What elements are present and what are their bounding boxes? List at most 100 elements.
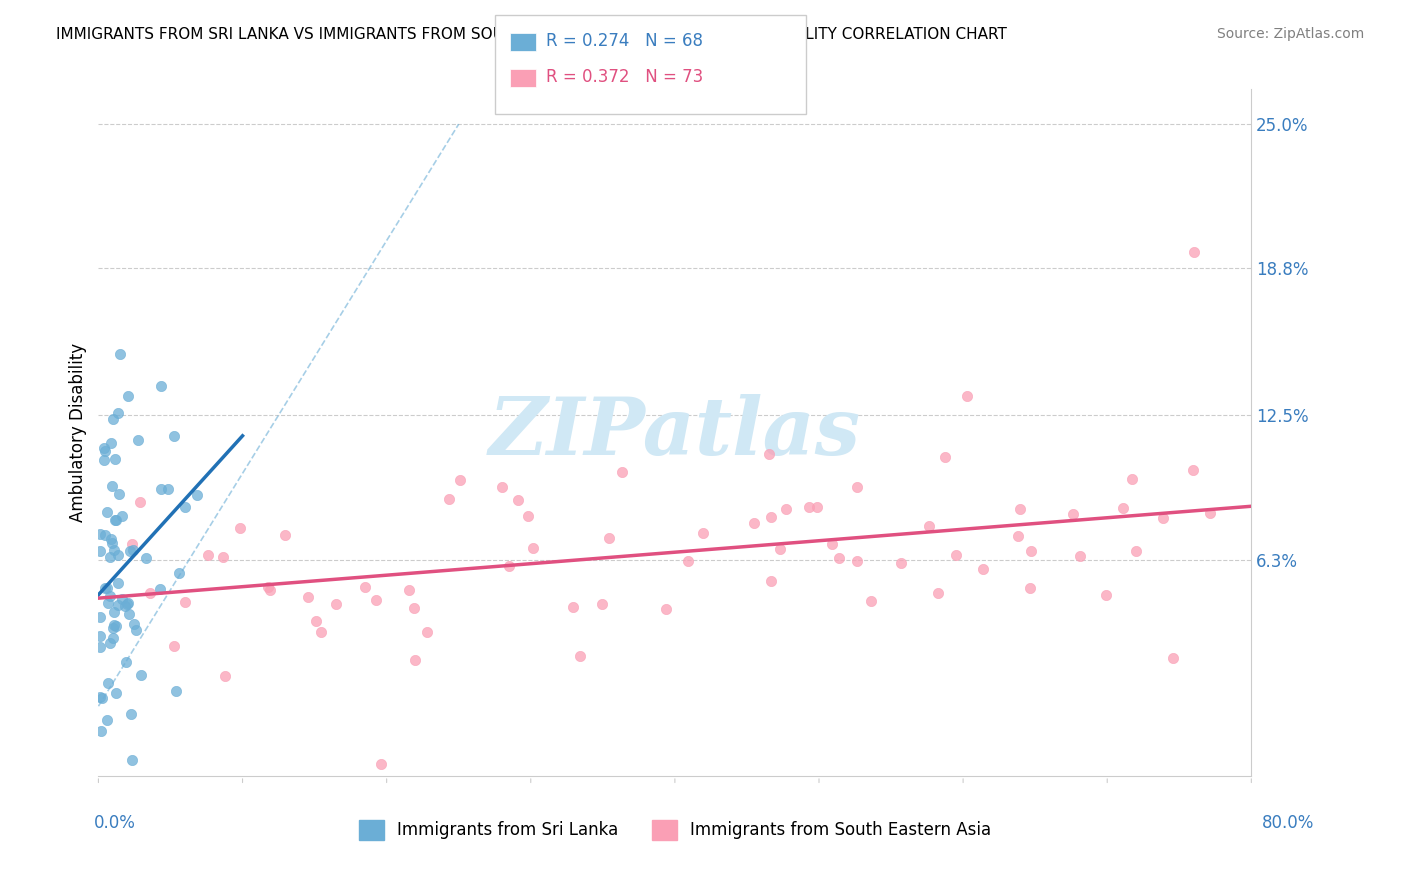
Point [100, 549, 122, 564]
Text: R = 0.274   N = 68: R = 0.274 N = 68 [546, 32, 703, 50]
Point [107, 406, 129, 420]
Point [111, 509, 134, 524]
Point [93, 443, 115, 458]
Point [692, 526, 714, 541]
Point [297, 590, 319, 604]
Point [1181, 463, 1204, 477]
Point [129, 668, 152, 682]
Point [1121, 472, 1143, 486]
Point [110, 347, 132, 361]
Point [105, 619, 128, 633]
Point [1007, 529, 1029, 543]
Point [149, 483, 172, 497]
Point [404, 601, 426, 615]
Point [758, 447, 780, 461]
Point [945, 548, 967, 562]
Point [121, 536, 143, 550]
Point [1161, 651, 1184, 665]
Point [416, 624, 439, 639]
Point [149, 582, 172, 597]
Point [96, 581, 118, 595]
Point [1069, 549, 1091, 563]
Point [845, 553, 868, 567]
Point [1010, 501, 1032, 516]
Point [186, 487, 208, 501]
Point [1019, 544, 1042, 558]
Point [309, 624, 332, 639]
Point [174, 595, 197, 609]
Point [96, 713, 118, 727]
Point [806, 500, 828, 515]
Point [370, 757, 392, 772]
Point [94, 528, 117, 542]
Point [598, 531, 620, 545]
Point [107, 599, 129, 613]
Point [96, 505, 118, 519]
Point [122, 542, 145, 557]
Point [114, 599, 136, 613]
Point [522, 541, 544, 555]
Point [115, 597, 138, 611]
Point [491, 481, 513, 495]
Point [972, 562, 994, 576]
Point [655, 602, 678, 616]
Point [89, 629, 111, 643]
Point [89, 544, 111, 558]
Point [1125, 544, 1147, 558]
Point [163, 639, 186, 653]
Point [610, 465, 633, 479]
Point [103, 605, 125, 619]
Point [104, 513, 127, 527]
Point [759, 510, 782, 524]
Point [859, 594, 882, 608]
Point [517, 509, 540, 524]
Point [1182, 245, 1205, 260]
Point [761, 574, 783, 589]
Point [139, 586, 162, 600]
Point [498, 558, 520, 573]
Point [325, 597, 347, 611]
Point [108, 486, 131, 500]
Text: ZIPatlas: ZIPatlas [489, 394, 860, 471]
Point [1152, 511, 1174, 525]
Point [89, 610, 111, 624]
Point [214, 668, 236, 682]
Point [117, 596, 139, 610]
Point [101, 631, 124, 645]
Point [229, 521, 252, 535]
Point [676, 554, 699, 568]
Point [91, 691, 114, 706]
Point [354, 580, 377, 594]
Text: 80.0%: 80.0% [1263, 814, 1315, 831]
Point [742, 516, 765, 530]
Point [120, 544, 142, 558]
Point [104, 451, 127, 466]
Point [775, 502, 797, 516]
Point [211, 549, 233, 564]
Point [259, 582, 281, 597]
Point [398, 582, 420, 597]
Point [120, 706, 142, 721]
Point [568, 649, 591, 664]
Point [104, 513, 127, 527]
Point [121, 753, 143, 767]
Point [257, 581, 280, 595]
Text: R = 0.372   N = 73: R = 0.372 N = 73 [546, 68, 703, 86]
Point [97, 676, 120, 690]
Point [404, 653, 426, 667]
Point [449, 473, 471, 487]
Point [934, 450, 956, 464]
Point [956, 389, 979, 403]
Point [100, 533, 122, 547]
Point [769, 542, 792, 557]
Point [304, 614, 326, 628]
Point [94, 581, 117, 595]
Point [107, 549, 129, 563]
Point [273, 527, 295, 541]
Point [105, 686, 128, 700]
Point [1112, 500, 1135, 515]
Point [591, 597, 613, 611]
Point [174, 500, 197, 515]
Point [89, 640, 111, 655]
Point [927, 586, 949, 600]
